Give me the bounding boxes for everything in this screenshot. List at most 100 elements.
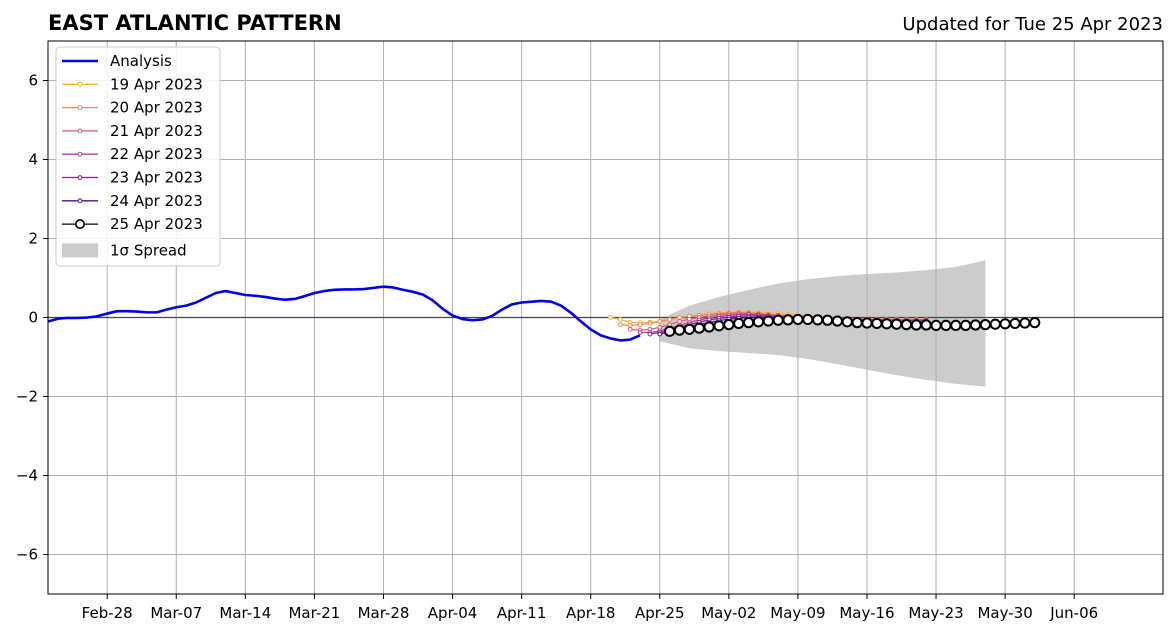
legend-item: 23 Apr 2023 xyxy=(62,169,203,187)
plot-area xyxy=(47,41,1163,594)
forecast-point xyxy=(999,318,1011,330)
forecast-point xyxy=(871,317,883,330)
x-tick-label: Apr-25 xyxy=(635,604,685,622)
legend-marker xyxy=(75,219,86,230)
legend-box xyxy=(55,46,221,267)
forecast-point xyxy=(890,318,903,330)
forecast-point xyxy=(683,323,695,335)
forecast-point xyxy=(900,319,913,331)
forecast-point xyxy=(851,317,863,329)
chart-title: EAST ATLANTIC PATTERN xyxy=(48,11,342,35)
x-tick-label: Mar-21 xyxy=(288,604,340,622)
legend-item: Analysis xyxy=(62,52,172,70)
forecast-point xyxy=(930,319,942,331)
forecast-point xyxy=(647,331,653,337)
spread-band xyxy=(659,260,986,387)
x-tick-label: May-02 xyxy=(701,604,756,622)
forecast-point xyxy=(693,322,705,334)
legend-marker xyxy=(77,198,83,204)
forecast-point xyxy=(723,319,735,331)
forecast-point xyxy=(792,313,804,326)
x-tick-label: Apr-11 xyxy=(497,604,547,622)
x-tick-label: Feb-28 xyxy=(82,604,133,622)
forecast-point xyxy=(772,314,784,326)
forecast-point xyxy=(989,318,1001,330)
x-tick-label: May-30 xyxy=(977,604,1032,622)
y-tick-label: 2 xyxy=(28,230,38,248)
legend-label: 23 Apr 2023 xyxy=(110,169,203,187)
y-tick-label: 6 xyxy=(28,72,38,90)
forecast-point xyxy=(920,319,932,331)
forecast-point xyxy=(752,316,765,328)
x-tick-label: Mar-07 xyxy=(150,604,202,622)
x-tick-label: Jun-06 xyxy=(1049,604,1098,622)
x-tick-label: May-09 xyxy=(770,604,825,622)
y-tick-label: −6 xyxy=(16,546,38,564)
chart-subtitle: Updated for Tue 25 Apr 2023 xyxy=(902,14,1163,35)
forecast-point xyxy=(782,314,794,326)
y-tick-label: 4 xyxy=(28,151,38,169)
forecast-point xyxy=(657,331,663,337)
y-tick-label: −4 xyxy=(16,467,38,485)
x-tick-label: May-16 xyxy=(839,604,894,622)
legend-label: 22 Apr 2023 xyxy=(110,145,203,163)
forecast-point xyxy=(742,317,755,329)
legend-label: 21 Apr 2023 xyxy=(110,122,203,140)
legend-item: 20 Apr 2023 xyxy=(62,99,203,117)
forecast-point xyxy=(802,313,814,326)
y-axis: −6 −4 −2 0 2 4 6 xyxy=(16,72,48,564)
forecast-point xyxy=(664,325,676,337)
forecast-point xyxy=(677,315,682,320)
forecast-point xyxy=(647,321,653,326)
forecast-point xyxy=(960,319,972,331)
forecast-point xyxy=(627,323,633,328)
forecast-point xyxy=(627,326,633,332)
legend: Analysis 19 Apr 2023 20 Apr 2023 21 Apr 202… xyxy=(55,46,221,267)
forecast-point xyxy=(861,317,873,329)
legend-label: 24 Apr 2023 xyxy=(110,192,203,210)
forecast-point xyxy=(910,319,922,331)
forecast-point xyxy=(677,319,682,324)
y-tick-label: −2 xyxy=(16,388,38,406)
forecast-point xyxy=(979,319,991,331)
analysis-layer xyxy=(47,285,641,342)
x-axis: Feb-28 Mar-07 Mar-14 Mar-21 Mar-28 Apr-04 Apr-… xyxy=(82,594,1098,622)
x-tick-label: Mar-28 xyxy=(358,604,410,622)
forecast-point xyxy=(969,319,982,331)
legend-label: 25 Apr 2023 xyxy=(110,215,203,233)
forecast-point xyxy=(657,319,663,324)
x-tick-label: Apr-04 xyxy=(428,604,478,622)
forecast-layer xyxy=(608,309,1041,337)
forecast-point xyxy=(667,317,673,322)
forecast-point xyxy=(1009,317,1021,330)
forecast-point xyxy=(673,324,686,336)
legend-item: 22 Apr 2023 xyxy=(62,145,203,163)
forecast-point xyxy=(762,315,774,327)
forecast-point xyxy=(733,317,745,330)
legend-item: 19 Apr 2023 xyxy=(62,75,203,93)
forecast-point xyxy=(841,316,853,328)
legend-label: Analysis xyxy=(110,52,172,70)
legend-label: 1σ Spread xyxy=(110,241,187,259)
forecast-point xyxy=(950,319,962,331)
forecast-point xyxy=(703,321,715,333)
forecast-point xyxy=(713,320,725,332)
forecast-point xyxy=(637,322,643,328)
legend-swatch xyxy=(62,243,98,258)
forecast-point xyxy=(821,314,834,326)
forecast-point xyxy=(617,322,623,328)
legend-label: 19 Apr 2023 xyxy=(110,75,203,93)
forecast-point xyxy=(831,315,843,327)
forecast-point xyxy=(637,330,643,335)
forecast-point xyxy=(940,319,952,331)
forecast-point xyxy=(1029,317,1041,329)
forecast-point xyxy=(1019,317,1031,329)
legend-marker xyxy=(77,81,83,87)
legend-marker xyxy=(77,128,83,134)
x-tick-label: Mar-14 xyxy=(219,604,271,622)
forecast-point xyxy=(881,318,893,330)
legend-item: 1σ Spread xyxy=(62,241,187,259)
legend-item: 25 Apr 2023 xyxy=(62,215,203,233)
forecast-series xyxy=(664,313,1041,337)
